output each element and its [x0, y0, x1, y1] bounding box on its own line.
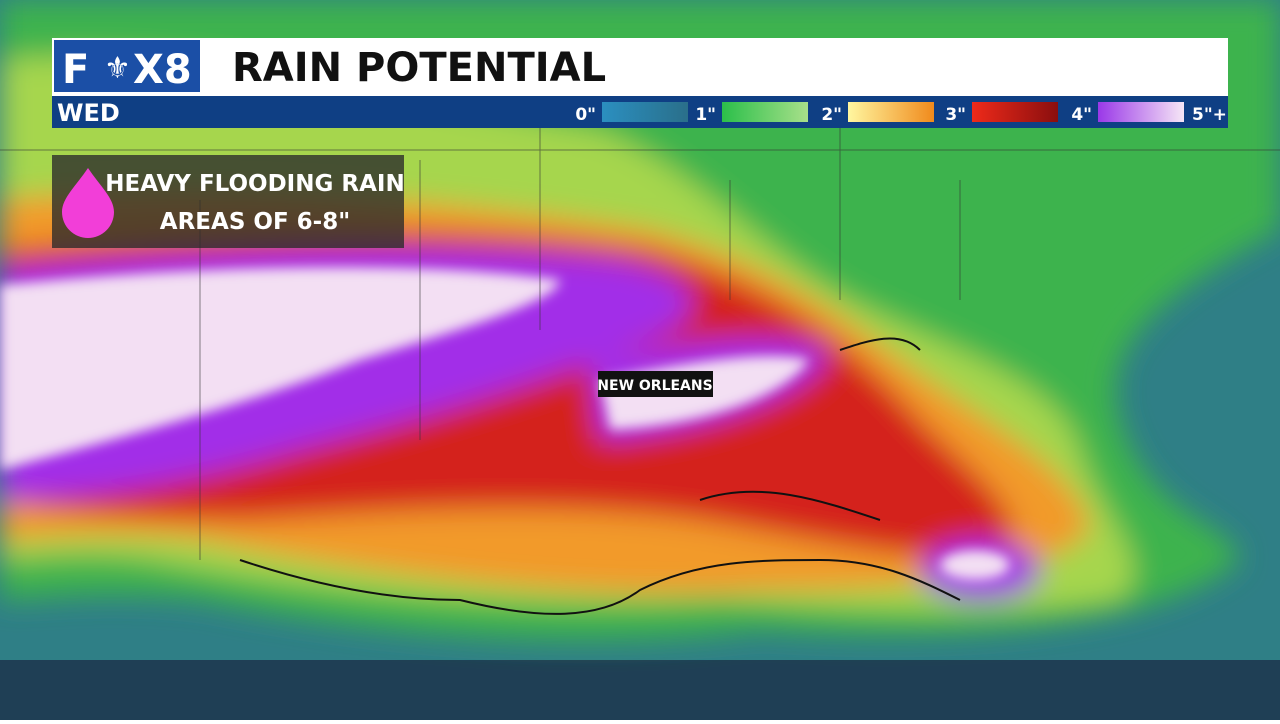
legend: 0" 1" 2" 3" 4" 5"+ [575, 102, 1227, 125]
callout-text: AREAS OF 6-8" [160, 209, 350, 235]
logo-fleur: ⚜ [104, 51, 131, 86]
day-label: WED [57, 99, 120, 127]
legend-swatch [1098, 102, 1184, 122]
callout-text: HEAVY FLOODING RAIN [105, 171, 404, 197]
header-title: RAIN POTENTIAL [232, 45, 606, 91]
legend-label: 1" [695, 105, 716, 125]
header-bar [52, 38, 1228, 96]
logo-text: X8 [133, 47, 192, 93]
legend-swatch [722, 102, 808, 122]
legend-label: 0" [575, 105, 596, 125]
legend-label: 4" [1071, 105, 1092, 125]
legend-label: 3" [945, 105, 966, 125]
legend-label: 2" [821, 105, 842, 125]
legend-labels: 0" 1" 2" 3" 4" 5"+ [575, 105, 1227, 125]
legend-label: 5"+ [1192, 105, 1227, 125]
city-label-box [598, 371, 713, 397]
city-label: NEW ORLEANS [597, 378, 712, 394]
logo-box [54, 40, 200, 92]
legend-swatch [602, 102, 688, 122]
rain-drop-icon [62, 168, 114, 238]
legend-swatch [972, 102, 1058, 122]
legend-swatch [848, 102, 934, 122]
logo-text: F [62, 47, 89, 93]
